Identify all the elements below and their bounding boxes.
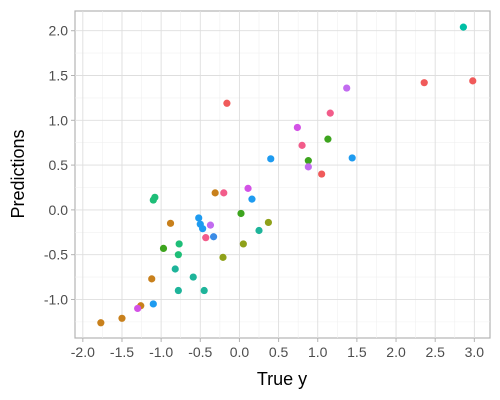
y-tick-label: -0.5 bbox=[44, 247, 68, 263]
x-tick-label: -2.0 bbox=[71, 344, 95, 360]
y-axis-title: Predictions bbox=[8, 129, 28, 218]
data-point bbox=[175, 240, 183, 248]
x-axis-ticks: -2.0 -1.5 -1.0 -0.5 0.0 0.5 1.0 1.5 2.0 2.5 3.0 bbox=[71, 338, 485, 360]
data-point bbox=[118, 314, 126, 322]
data-point bbox=[267, 155, 275, 163]
y-tick-label: 1.5 bbox=[49, 68, 69, 84]
x-tick-label: 0.0 bbox=[230, 344, 250, 360]
data-point bbox=[324, 135, 332, 143]
data-point bbox=[174, 251, 182, 259]
data-point bbox=[211, 189, 219, 197]
data-point bbox=[348, 154, 356, 162]
x-tick-label: 3.0 bbox=[465, 344, 485, 360]
data-point bbox=[159, 244, 168, 253]
data-point bbox=[200, 286, 208, 295]
y-tick-label: 0.0 bbox=[49, 202, 69, 218]
y-axis-ticks: -1.0 -0.5 0.0 0.5 1.0 1.5 2.0 bbox=[44, 23, 75, 307]
data-point bbox=[459, 23, 467, 31]
y-tick-label: -1.0 bbox=[44, 291, 68, 307]
data-point bbox=[206, 221, 215, 229]
data-point bbox=[237, 209, 245, 218]
data-point bbox=[97, 319, 105, 327]
minor-gridlines bbox=[75, 11, 490, 338]
data-point bbox=[223, 99, 231, 107]
major-gridlines bbox=[75, 11, 490, 338]
data-point bbox=[149, 196, 157, 204]
x-tick-label: 0.5 bbox=[269, 344, 289, 360]
data-point bbox=[220, 189, 228, 197]
data-point bbox=[293, 123, 301, 132]
x-tick-label: -1.5 bbox=[110, 344, 134, 360]
y-tick-label: 1.0 bbox=[49, 112, 69, 128]
x-tick-label: -0.5 bbox=[188, 344, 212, 360]
data-point bbox=[304, 157, 312, 165]
data-point bbox=[148, 275, 156, 283]
data-point bbox=[189, 273, 197, 281]
data-point bbox=[202, 234, 210, 242]
data-point bbox=[420, 79, 428, 87]
data-point bbox=[174, 286, 182, 295]
data-point bbox=[171, 265, 179, 273]
data-point bbox=[195, 214, 203, 222]
x-tick-label: 2.0 bbox=[386, 344, 406, 360]
data-point bbox=[149, 300, 157, 308]
data-point bbox=[248, 195, 256, 203]
x-tick-label: -1.0 bbox=[149, 344, 173, 360]
x-tick-label: 2.5 bbox=[425, 344, 445, 360]
data-point bbox=[255, 226, 263, 235]
data-point bbox=[318, 170, 326, 178]
x-axis-title: True y bbox=[257, 369, 307, 389]
data-point bbox=[239, 240, 247, 248]
data-point bbox=[219, 253, 227, 261]
data-point bbox=[326, 109, 334, 117]
data-point bbox=[244, 184, 252, 192]
data-points bbox=[97, 23, 477, 327]
plot-panel bbox=[74, 10, 491, 339]
data-point bbox=[209, 233, 218, 241]
y-tick-label: 0.5 bbox=[49, 157, 69, 173]
data-point bbox=[298, 141, 306, 149]
data-point bbox=[134, 304, 142, 313]
data-point bbox=[264, 218, 273, 227]
x-tick-label: 1.0 bbox=[308, 344, 328, 360]
data-point bbox=[304, 163, 312, 171]
data-point bbox=[166, 219, 175, 227]
x-tick-label: 1.5 bbox=[347, 344, 367, 360]
data-point bbox=[199, 225, 207, 233]
data-point bbox=[469, 77, 477, 85]
y-tick-label: 2.0 bbox=[49, 23, 69, 39]
data-point bbox=[343, 84, 351, 92]
